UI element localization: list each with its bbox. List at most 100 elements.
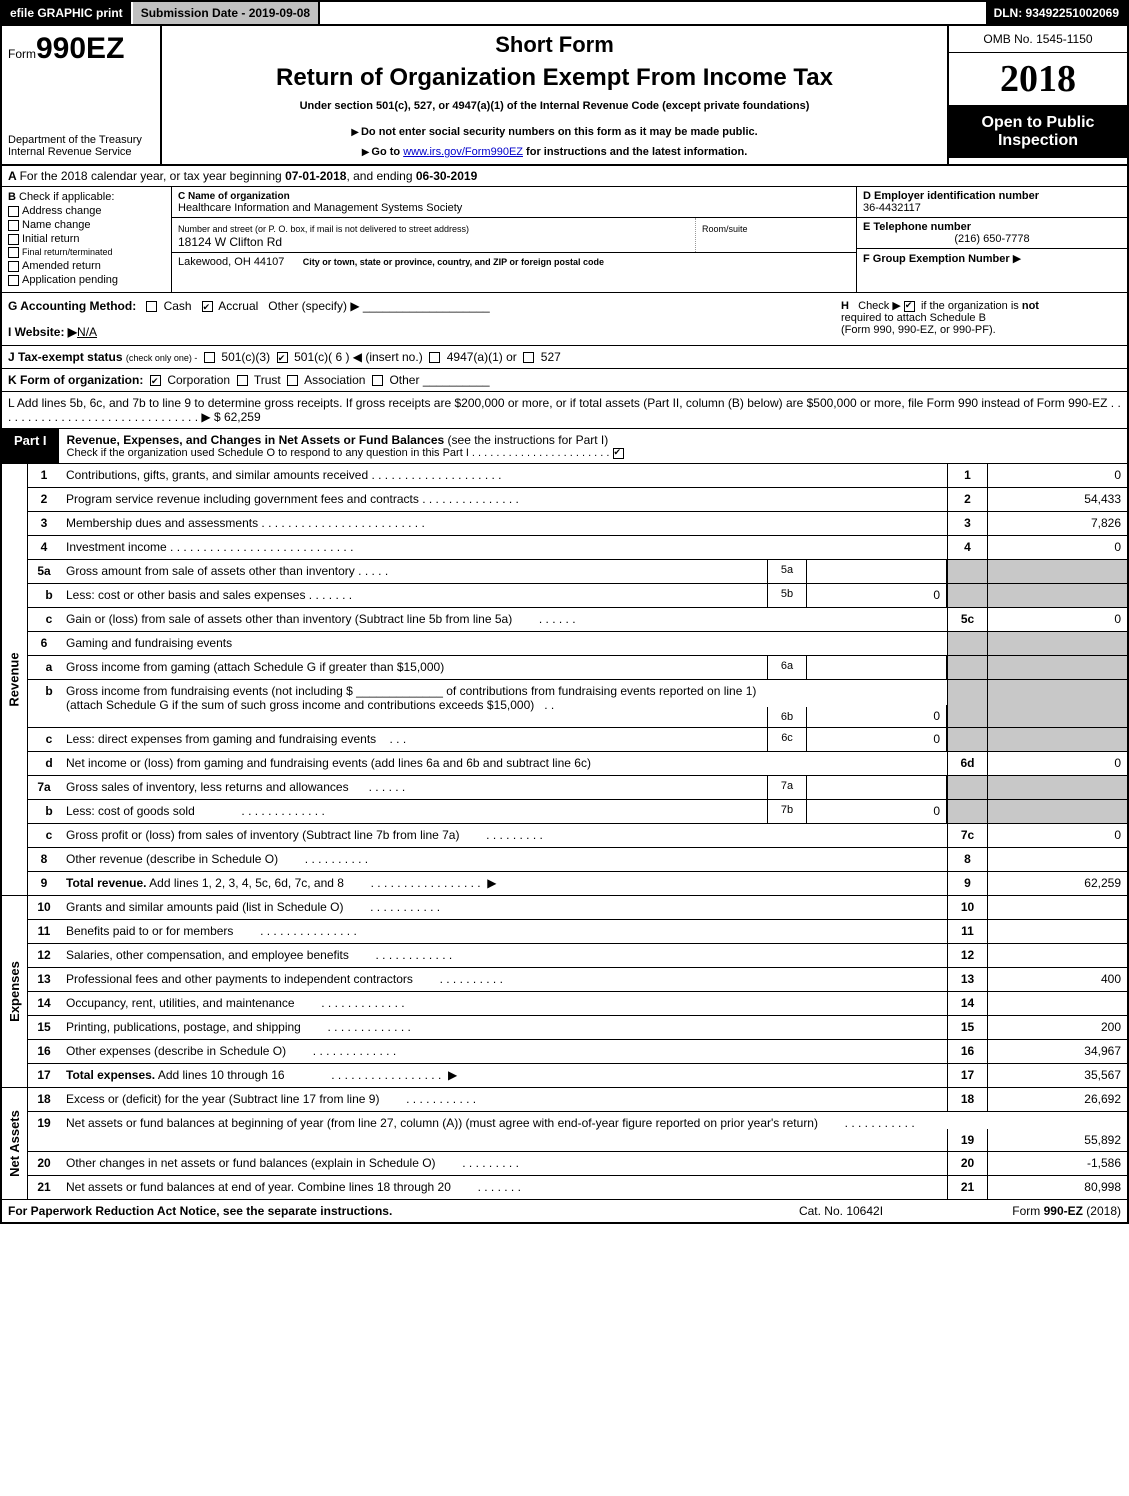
g-label: G Accounting Method:: [8, 299, 136, 313]
chk-address-change[interactable]: Address change: [8, 205, 165, 217]
desc-7c: Gross profit or (loss) from sales of inv…: [60, 824, 947, 847]
mln-6b: 6b: [767, 707, 807, 727]
rval-7a-shade: [987, 776, 1127, 799]
chk-initial-return[interactable]: Initial return: [8, 233, 165, 245]
goto-post: for instructions and the latest informat…: [523, 146, 747, 158]
tax-year: 2018: [949, 53, 1127, 106]
k-label: K Form of organization:: [8, 373, 143, 387]
irs-link[interactable]: www.irs.gov/Form990EZ: [403, 146, 523, 158]
rval-12: [987, 944, 1127, 967]
chk-other[interactable]: [372, 375, 383, 386]
rval-6b-shade: [987, 680, 1127, 727]
col-c: C Name of organization Healthcare Inform…: [172, 187, 857, 292]
h-text2: required to attach Schedule B: [841, 312, 986, 324]
rln-12: 12: [947, 944, 987, 967]
row-j: J Tax-exempt status (check only one) - 5…: [0, 346, 1129, 369]
rln-21: 21: [947, 1176, 987, 1199]
line-2: 2 Program service revenue including gove…: [28, 488, 1127, 512]
rln-19: 19: [947, 1129, 987, 1151]
rln-6c-shade: [947, 728, 987, 751]
part1-label: Part I: [2, 429, 59, 463]
f-row: F Group Exemption Number ▶: [857, 249, 1127, 268]
vcat-revenue: Revenue: [2, 464, 28, 896]
chk-accrual[interactable]: [202, 301, 213, 312]
chk-4947[interactable]: [429, 352, 440, 363]
header-right: OMB No. 1545-1150 2018 Open to Public In…: [947, 26, 1127, 164]
line-4: 4 Investment income . . . . . . . . . . …: [28, 536, 1127, 560]
line-6: 6 Gaming and fundraising events: [28, 632, 1127, 656]
short-form-title: Short Form: [172, 32, 937, 58]
part1-table: Revenue 1 Contributions, gifts, grants, …: [0, 464, 1129, 1200]
j-label: J Tax-exempt status: [8, 350, 123, 364]
vcat-expenses: Expenses: [2, 896, 28, 1088]
rval-6c-shade: [987, 728, 1127, 751]
chk-cash[interactable]: [146, 301, 157, 312]
g-line: G Accounting Method: Cash Accrual Other …: [8, 299, 841, 313]
rval-5b-shade: [987, 584, 1127, 607]
form-page: efile GRAPHIC print Submission Date - 20…: [0, 0, 1129, 1224]
rln-10: 10: [947, 896, 987, 919]
chk-501c[interactable]: [277, 352, 288, 363]
ssn-warning: Do not enter social security numbers on …: [172, 126, 937, 138]
chk-application-pending[interactable]: Application pending: [8, 274, 165, 286]
chk-h[interactable]: [904, 301, 915, 312]
line-6b: b Gross income from fundraising events (…: [28, 680, 1127, 728]
rval-5c: 0: [987, 608, 1127, 631]
department: Department of the Treasury Internal Reve…: [8, 134, 154, 158]
chk-amended-return[interactable]: Amended return: [8, 260, 165, 272]
org-name: Healthcare Information and Management Sy…: [178, 202, 462, 214]
ln-11: 11: [28, 920, 60, 943]
rln-15: 15: [947, 1016, 987, 1039]
f-arrow: ▶: [1013, 253, 1021, 265]
mln-5b: 5b: [767, 584, 807, 607]
open-to-public: Open to Public Inspection: [949, 106, 1127, 158]
desc-1: Contributions, gifts, grants, and simila…: [60, 464, 947, 487]
chk-corp[interactable]: [150, 375, 161, 386]
c-addr-label: Number and street (or P. O. box, if mail…: [178, 224, 469, 234]
rval-13: 400: [987, 968, 1127, 991]
desc-14: Occupancy, rent, utilities, and maintena…: [60, 992, 947, 1015]
chk-schedule-o[interactable]: [613, 448, 624, 459]
chk-assoc[interactable]: [287, 375, 298, 386]
ln-1: 1: [28, 464, 60, 487]
efile-print-button[interactable]: efile GRAPHIC print: [2, 2, 133, 24]
line-14: 14 Occupancy, rent, utilities, and maint…: [28, 992, 1127, 1016]
ln-18: 18: [28, 1088, 60, 1111]
line-20: 20 Other changes in net assets or fund b…: [28, 1152, 1127, 1176]
rval-9: 62,259: [987, 872, 1127, 895]
topbar-spacer: [320, 2, 985, 24]
rln-5a-shade: [947, 560, 987, 583]
desc-8: Other revenue (describe in Schedule O) .…: [60, 848, 947, 871]
chk-name-change[interactable]: Name change: [8, 219, 165, 231]
ln-7a: 7a: [28, 776, 60, 799]
chk-trust[interactable]: [237, 375, 248, 386]
ln-5a: 5a: [28, 560, 60, 583]
form-title: Return of Organization Exempt From Incom…: [172, 64, 937, 92]
j-501c3: 501(c)(3): [221, 350, 270, 364]
desc-7a: Gross sales of inventory, less returns a…: [60, 776, 767, 799]
rln-18: 18: [947, 1088, 987, 1111]
page-footer: For Paperwork Reduction Act Notice, see …: [0, 1200, 1129, 1224]
chk-501c3[interactable]: [204, 352, 215, 363]
vcat-net-assets: Net Assets: [2, 1088, 28, 1200]
line-8: 8 Other revenue (describe in Schedule O)…: [28, 848, 1127, 872]
l-amount: ▶ $ 62,259: [201, 410, 260, 424]
ln-6c: c: [28, 728, 60, 751]
ln-9: 9: [28, 872, 60, 895]
desc-20: Other changes in net assets or fund bala…: [60, 1152, 947, 1175]
row-a-pre: For the 2018 calendar year, or tax year …: [20, 169, 286, 183]
c-city-row: Lakewood, OH 44107 City or town, state o…: [172, 253, 856, 271]
rval-11: [987, 920, 1127, 943]
ssn-warning-text: Do not enter social security numbers on …: [361, 126, 758, 138]
chk-final-return[interactable]: Final return/terminated: [8, 247, 165, 258]
rval-5a-shade: [987, 560, 1127, 583]
rval-10: [987, 896, 1127, 919]
form-prefix: Form: [8, 47, 36, 61]
mln-5a: 5a: [767, 560, 807, 583]
rval-4: 0: [987, 536, 1127, 559]
chk-527[interactable]: [523, 352, 534, 363]
line-10: 10 Grants and similar amounts paid (list…: [28, 896, 1127, 920]
rval-6a-shade: [987, 656, 1127, 679]
line-11: 11 Benefits paid to or for members . . .…: [28, 920, 1127, 944]
line-12: 12 Salaries, other compensation, and emp…: [28, 944, 1127, 968]
